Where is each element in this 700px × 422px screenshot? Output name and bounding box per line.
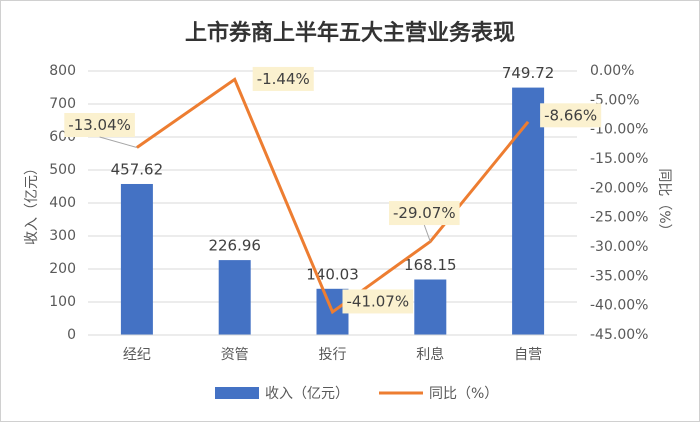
bar: [414, 279, 447, 335]
x-tick-label: 利息: [416, 346, 444, 363]
y-tick-label: 400: [49, 195, 76, 211]
line-value-label: -13.04%: [68, 116, 131, 134]
y2-axis-label: 同比（%）: [656, 168, 672, 237]
legend-label: 收入（亿元）: [265, 386, 349, 402]
y-tick-label: 700: [49, 96, 76, 112]
bar-value-label: 168.15: [404, 256, 457, 274]
legend-label: 同比（%）: [429, 386, 498, 402]
y2-tick-label: -35.00%: [590, 268, 648, 284]
y2-tick-label: -30.00%: [590, 239, 648, 255]
line-value-label: -29.07%: [393, 204, 456, 222]
y2-tick-label: -40.00%: [590, 298, 648, 314]
legend-swatch: [215, 387, 259, 399]
line-value-label: -8.66%: [544, 106, 597, 124]
y2-tick-label: -15.00%: [590, 151, 648, 167]
y2-tick-label: -5.00%: [590, 92, 640, 108]
bar: [218, 260, 251, 335]
label-box: [252, 66, 314, 91]
x-tick-label: 投行: [319, 347, 347, 363]
label-box: [388, 201, 460, 226]
bar: [120, 183, 153, 335]
y-tick-label: 300: [49, 228, 76, 244]
label-box: [540, 103, 602, 128]
y-tick-label: 800: [49, 63, 76, 79]
bar: [512, 87, 545, 335]
y-axis-label: 收入（亿元）: [24, 161, 40, 245]
label-leader: [99, 136, 138, 148]
x-tick-label: 自营: [514, 347, 542, 363]
x-tick-label: 资管: [221, 347, 249, 363]
y2-tick-label: -45.00%: [590, 327, 648, 343]
line-value-label: -41.07%: [347, 292, 410, 310]
y-tick-label: 200: [49, 261, 76, 277]
label-leader: [423, 224, 431, 242]
y2-tick-label: 0.00%: [590, 63, 634, 79]
chart-title: 上市券商上半年五大主营业务表现: [185, 20, 515, 46]
y2-tick-label: -10.00%: [590, 122, 648, 138]
bar-value-label: 226.96: [208, 237, 261, 255]
line: [136, 77, 530, 315]
y2-tick-label: -20.00%: [590, 180, 648, 196]
label-box: [342, 289, 414, 314]
line-value-label: -1.44%: [257, 70, 310, 88]
y2-tick-label: -25.00%: [590, 210, 648, 226]
y-tick-label: 0: [67, 327, 76, 343]
label-box: [64, 113, 135, 138]
bar-value-label: 749.72: [502, 64, 555, 82]
y-tick-label: 500: [49, 162, 76, 178]
y-tick-label: 100: [49, 294, 76, 310]
bar-value-label: 457.62: [111, 160, 164, 178]
x-tick-label: 经纪: [123, 347, 151, 363]
